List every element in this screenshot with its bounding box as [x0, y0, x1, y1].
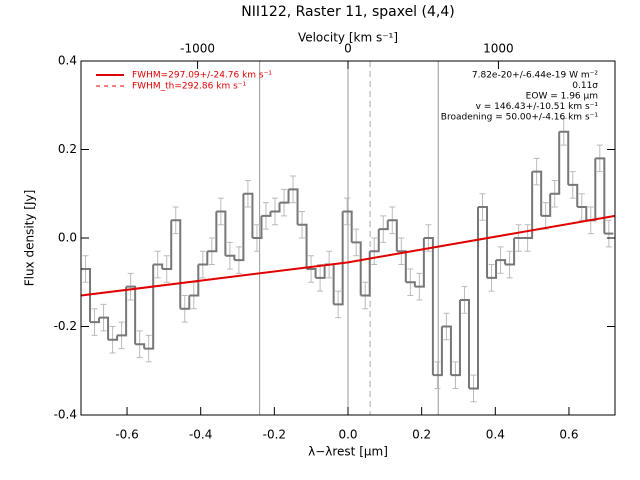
step [162, 220, 173, 270]
x2-tick-label: 0 [344, 42, 352, 56]
step [577, 206, 588, 221]
step [198, 251, 209, 266]
step [108, 335, 119, 341]
step [468, 207, 480, 390]
step [441, 325, 452, 376]
annotation: EOW = 1.96 μm [526, 92, 598, 102]
step [225, 254, 236, 261]
step [117, 286, 128, 337]
annotation: 0.11σ [572, 81, 598, 91]
step [261, 211, 272, 217]
legend-label: FWHM_th=292.86 km s⁻¹ [132, 82, 247, 92]
step [432, 326, 443, 377]
annotation: v = 146.43+/-10.51 km s⁻¹ [476, 102, 599, 112]
step [378, 220, 389, 231]
y-tick-label: -0.2 [54, 319, 77, 333]
step [595, 157, 606, 234]
step [90, 317, 101, 324]
y-axis-label: Flux density [Jy] [23, 190, 37, 287]
step [288, 188, 299, 225]
step [153, 263, 164, 269]
step [414, 238, 425, 288]
x-tick-label: -0.2 [263, 428, 286, 442]
step [550, 131, 561, 195]
step [306, 267, 317, 278]
y-tick-label: -0.4 [54, 408, 77, 422]
x-tick-label: -0.6 [115, 428, 138, 442]
step [171, 219, 182, 309]
annotation: Broadening = 50.00+/-4.16 km s⁻¹ [441, 113, 599, 123]
x-tick-label: 0.2 [412, 428, 431, 442]
step [459, 298, 470, 389]
y-tick-label: 0.2 [58, 142, 77, 156]
step [360, 251, 371, 297]
x2-axis-label: Velocity [km s⁻¹] [298, 31, 398, 45]
fit-line [80, 214, 616, 297]
step [270, 202, 281, 213]
step [189, 264, 200, 297]
x-tick-label: -0.4 [189, 428, 212, 442]
step [450, 299, 461, 377]
step [523, 171, 534, 239]
step [496, 259, 507, 265]
x2-tick-label: -1000 [180, 42, 215, 56]
step [81, 267, 92, 323]
annotation: 7.82e-20+/-6.44e-19 W m⁻² [472, 71, 599, 81]
y-tick-label: 0.4 [58, 54, 77, 68]
step [297, 223, 308, 269]
step [252, 215, 263, 239]
step [541, 193, 552, 217]
legend-label: FWHM=297.09+/-24.76 km s⁻¹ [132, 71, 272, 81]
x-tick-label: 0.4 [486, 428, 505, 442]
step [216, 210, 227, 256]
x-axis-label: λ−λrest [μm] [308, 445, 388, 459]
step [234, 193, 245, 262]
step [333, 211, 344, 306]
step [126, 285, 137, 345]
step [279, 189, 290, 204]
step [505, 238, 516, 266]
x-tick-label: 0.6 [559, 428, 578, 442]
step [135, 343, 146, 349]
step [559, 130, 570, 185]
step [405, 281, 416, 287]
step [423, 237, 434, 376]
step [180, 295, 191, 310]
step [144, 264, 155, 350]
step [532, 170, 543, 216]
step [315, 264, 326, 279]
step [487, 260, 498, 279]
chart-title: NII122, Raster 11, spaxel (4,4) [241, 4, 454, 20]
step [478, 206, 489, 278]
step [342, 210, 353, 243]
step [351, 241, 362, 296]
step [207, 211, 218, 253]
x2-tick-label: 1000 [483, 42, 514, 56]
step [99, 316, 110, 340]
y-tick-label: 0.0 [58, 231, 77, 245]
step [369, 229, 380, 253]
step [243, 192, 254, 238]
step [387, 219, 398, 252]
step [568, 183, 579, 208]
x-tick-label: 0.0 [338, 428, 357, 442]
